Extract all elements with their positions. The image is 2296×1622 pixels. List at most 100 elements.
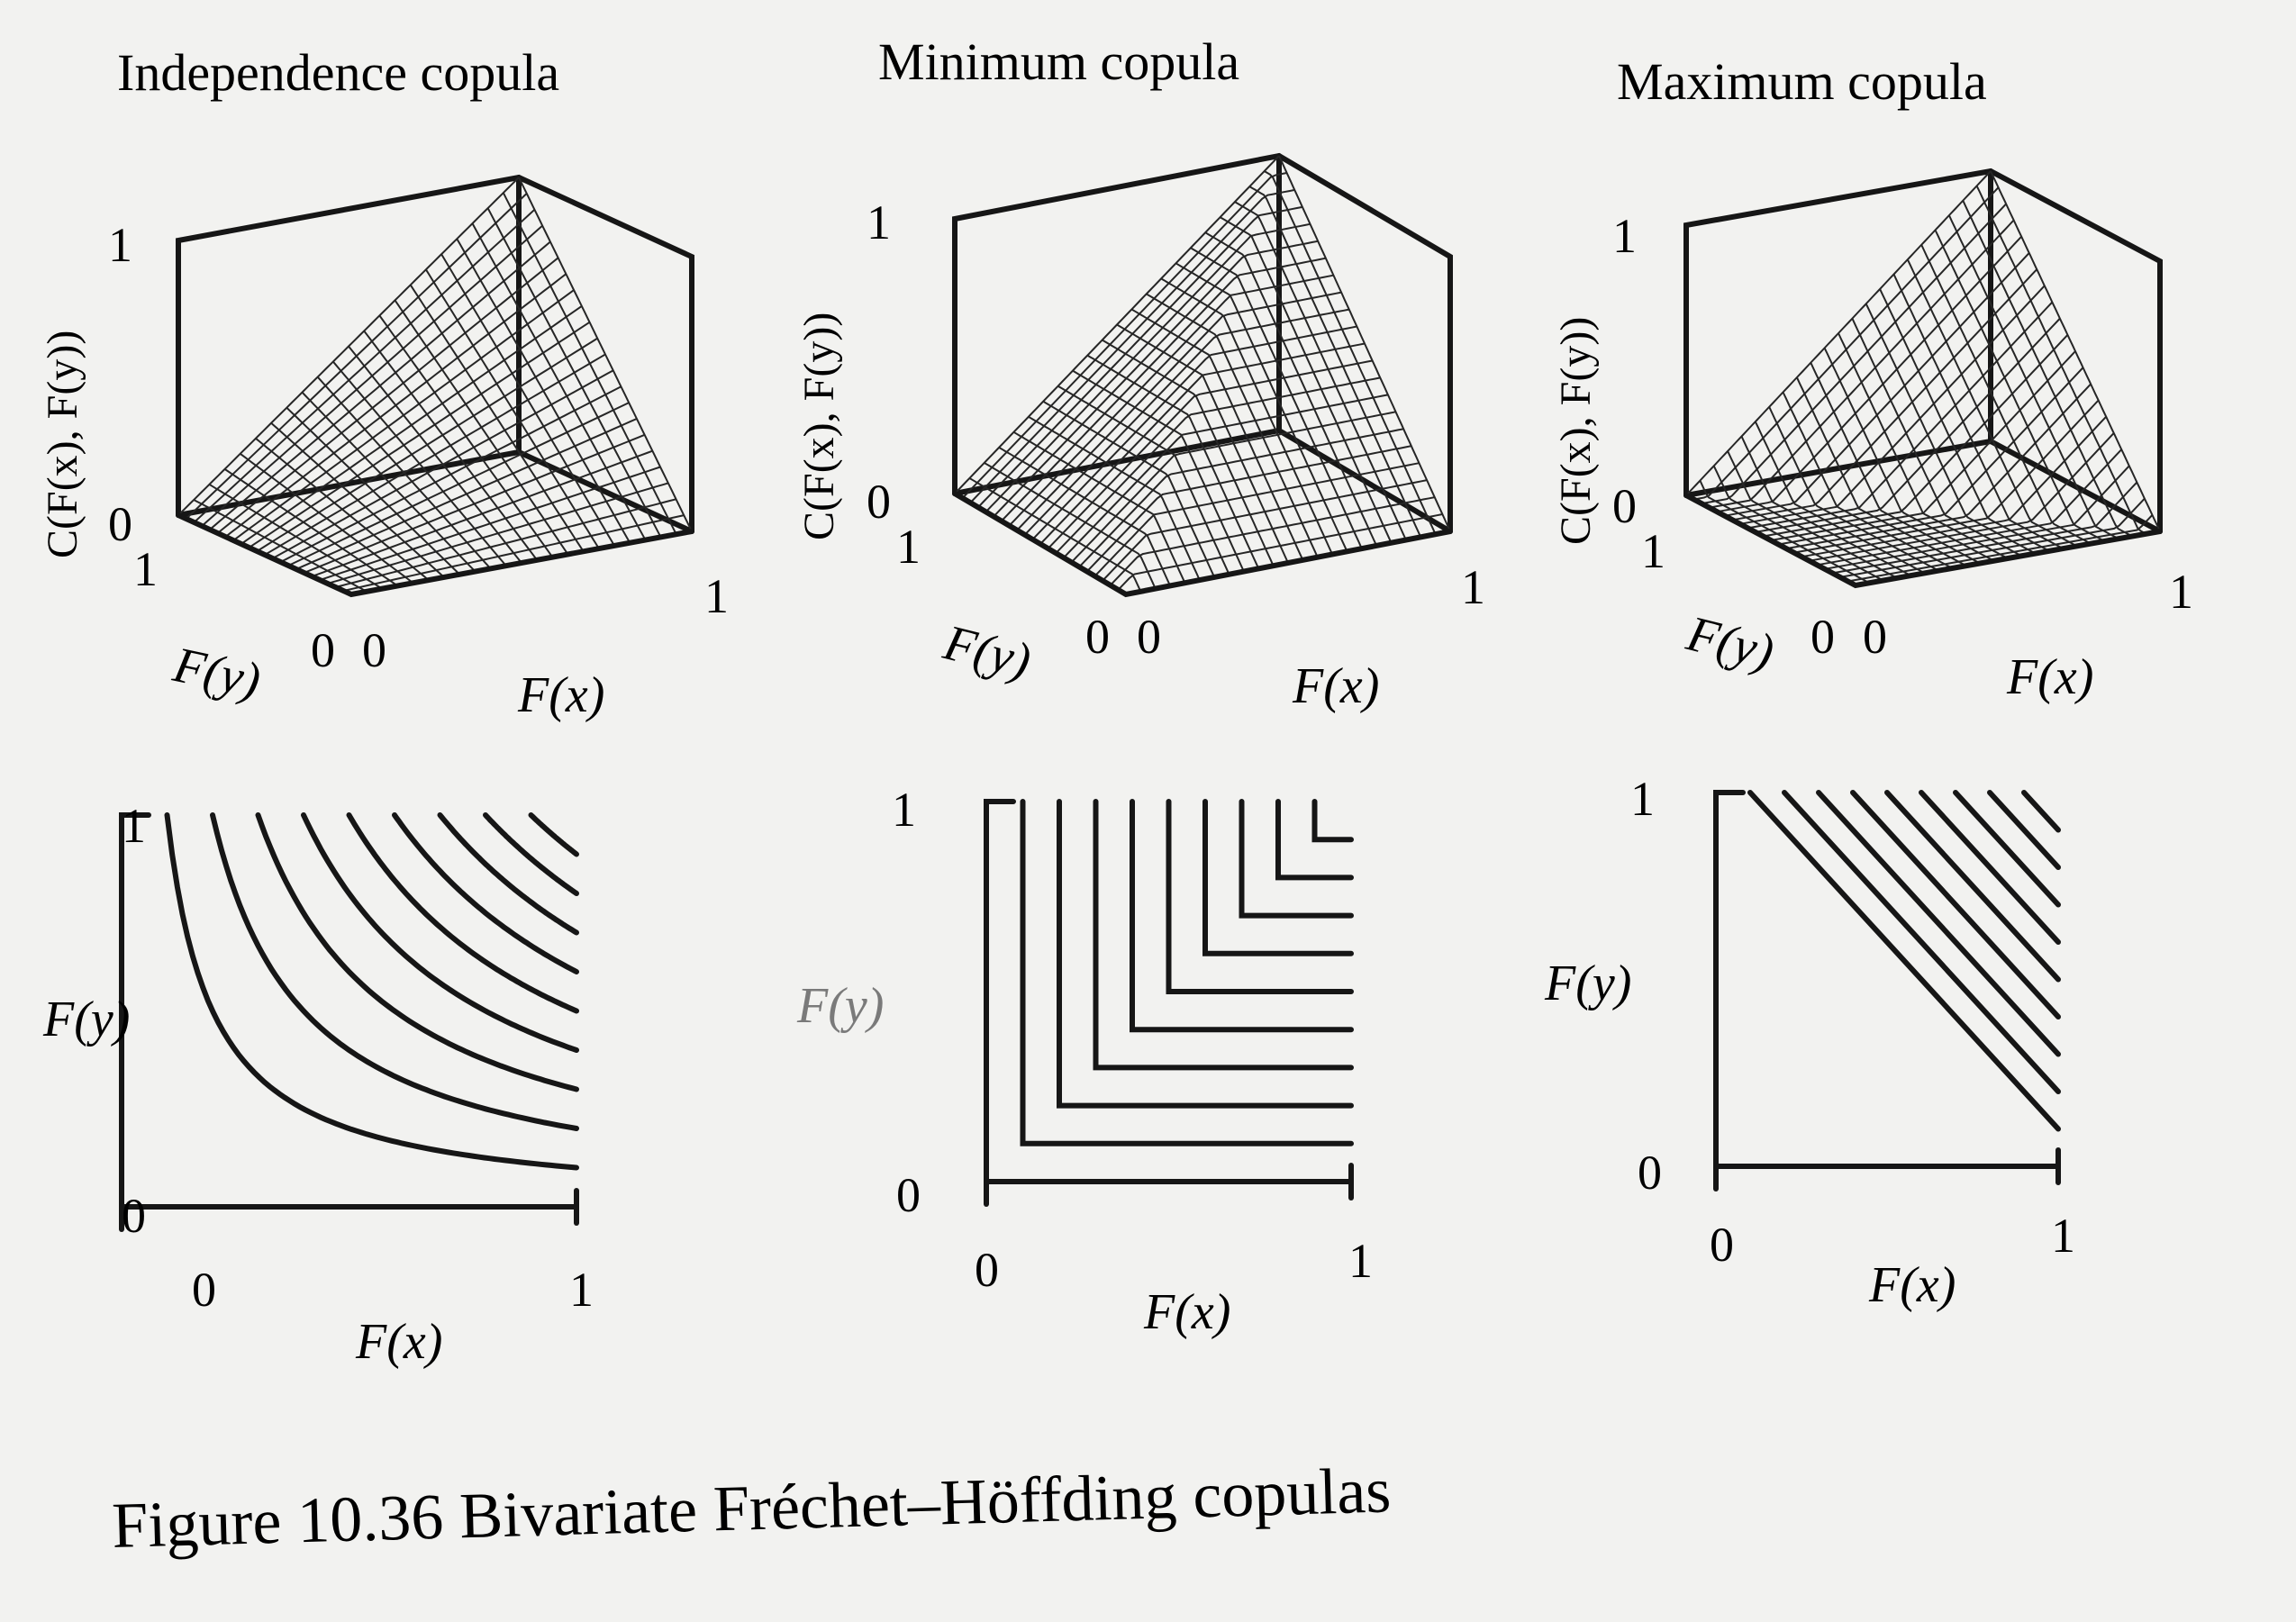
surface-mesh-line	[1712, 465, 1884, 582]
x-tick-left: 0	[975, 1243, 999, 1297]
contour-minimum: 1 0 F(y) 0 1 F(x)	[796, 783, 1373, 1340]
contour-axes	[119, 812, 579, 1210]
contour-line	[301, 812, 579, 1053]
x-tick-left: 0	[192, 1263, 216, 1317]
surface-mesh-line	[1754, 421, 1926, 575]
surface-mesh-line	[1934, 230, 2105, 542]
z-axis-label: C(F(x), F(y))	[39, 331, 86, 558]
surface-mesh-line	[1947, 214, 2119, 540]
contour-line	[1884, 790, 2061, 983]
surface-mesh-line	[1116, 323, 1289, 564]
z-tick-top: 1	[867, 195, 891, 249]
y-axis-label: F(y)	[1681, 605, 1779, 681]
surface-mesh-line	[409, 284, 585, 552]
surface-mesh-maximum	[1683, 168, 2163, 589]
contour-line	[1130, 799, 1354, 1033]
contour-line	[1093, 799, 1354, 1071]
contour-line	[483, 812, 579, 896]
y-axis-label: F(y)	[42, 992, 130, 1047]
surface-mesh-line	[968, 477, 1142, 593]
surface-mesh-line	[1990, 170, 2161, 532]
panel-title-independence: Independence copula	[117, 43, 559, 102]
surface-mesh-line	[1782, 392, 1953, 569]
z-tick-bottom: 0	[1612, 479, 1637, 533]
x-tick-near: 0	[362, 623, 386, 677]
contour-line	[210, 812, 579, 1131]
surface-mesh-line	[193, 499, 368, 593]
contour-line	[1816, 790, 2061, 1057]
x-tick-near: 0	[1137, 610, 1161, 664]
surface-mesh-line	[1906, 258, 2078, 548]
surface-mesh-line	[425, 268, 600, 549]
surface-mesh-line	[286, 406, 460, 575]
surface-mesh-line	[1755, 317, 2061, 533]
surface-mesh-line	[208, 484, 383, 590]
surface-maximum: C(F(x), F(y)) 1 0 1 0 0 1 F(y) F(x)	[1552, 168, 2193, 705]
surface-mesh-line	[1057, 385, 1230, 575]
surface-mesh-line	[240, 452, 414, 584]
surface-mesh-line	[363, 330, 538, 561]
surface-mesh-line	[1851, 318, 2022, 557]
surface-mesh-line	[1175, 262, 1348, 552]
box-floor-front-edges	[176, 512, 694, 598]
surface-mesh-line	[332, 360, 507, 566]
contour-line	[1275, 799, 1354, 881]
contour-axes	[1713, 790, 2061, 1169]
contour-line	[1239, 799, 1354, 919]
surface-independence: C(F(x), F(y)) 1 0 1 0 0 1 F(y) F(x)	[39, 174, 729, 723]
contour-line	[346, 812, 579, 1014]
surface-mesh-line	[270, 421, 445, 578]
contour-line	[528, 812, 579, 857]
surface-mesh-line	[1962, 200, 2133, 538]
surface-mesh-line	[1699, 480, 1870, 584]
box-floor-back-edges	[952, 427, 1453, 534]
surface-mesh-line	[456, 238, 631, 544]
surface-mesh-line	[1102, 339, 1275, 566]
x-axis-label: F(x)	[2006, 649, 2093, 705]
contour-line	[164, 812, 579, 1171]
surface-mesh-line	[1693, 186, 2000, 501]
y-tick-bottom: 0	[122, 1189, 146, 1243]
surface-mesh-line	[502, 192, 677, 535]
surface-mesh-line	[1264, 170, 1437, 535]
y-tick-top: 1	[892, 783, 916, 837]
surface-mesh-line	[984, 462, 1157, 590]
contour-line	[1747, 790, 2061, 1132]
contour-independence: 1 0 F(y) 0 1 F(x)	[42, 799, 594, 1370]
contour-lines-independence	[119, 812, 579, 1232]
contour-line	[1202, 799, 1354, 956]
x-tick-right: 1	[1348, 1234, 1373, 1288]
y-tick-bottom: 0	[1638, 1146, 1662, 1200]
x-axis-label: F(x)	[517, 667, 604, 723]
surface-mesh-line	[977, 205, 1303, 508]
surface-mesh-line	[1740, 436, 1911, 576]
surface-mesh-line	[440, 253, 615, 547]
surface-mesh-line	[348, 345, 522, 564]
y-tick-far: 1	[133, 542, 158, 596]
surface-mesh-minimum	[952, 152, 1453, 598]
surface-mesh-line	[1975, 185, 2147, 535]
contour-axes	[984, 799, 1354, 1184]
x-tick-left: 0	[1710, 1218, 1734, 1272]
panel-title-minimum: Minimum copula	[878, 32, 1239, 91]
surface-mesh-line	[486, 207, 662, 538]
x-tick-far: 1	[1461, 560, 1485, 614]
box-floor-back-edges	[1683, 438, 2163, 534]
y-tick-near: 0	[311, 623, 335, 677]
surface-mesh-line	[1768, 406, 1939, 572]
y-tick-top: 1	[1630, 772, 1655, 826]
contour-line	[437, 812, 579, 936]
surface-mesh-line	[1094, 462, 1420, 577]
contour-line	[1953, 790, 2061, 908]
contour-lines-minimum	[984, 799, 1354, 1207]
z-tick-bottom: 0	[108, 497, 132, 551]
surface-mesh-line	[1042, 400, 1216, 578]
x-axis-label: F(x)	[1292, 658, 1379, 714]
y-tick-near: 0	[1085, 610, 1110, 664]
y-tick-near: 0	[1810, 610, 1835, 664]
contour-line	[1850, 790, 2061, 1019]
box-top-frame	[1683, 168, 2163, 534]
z-axis-label: C(F(x), F(y))	[795, 313, 843, 540]
